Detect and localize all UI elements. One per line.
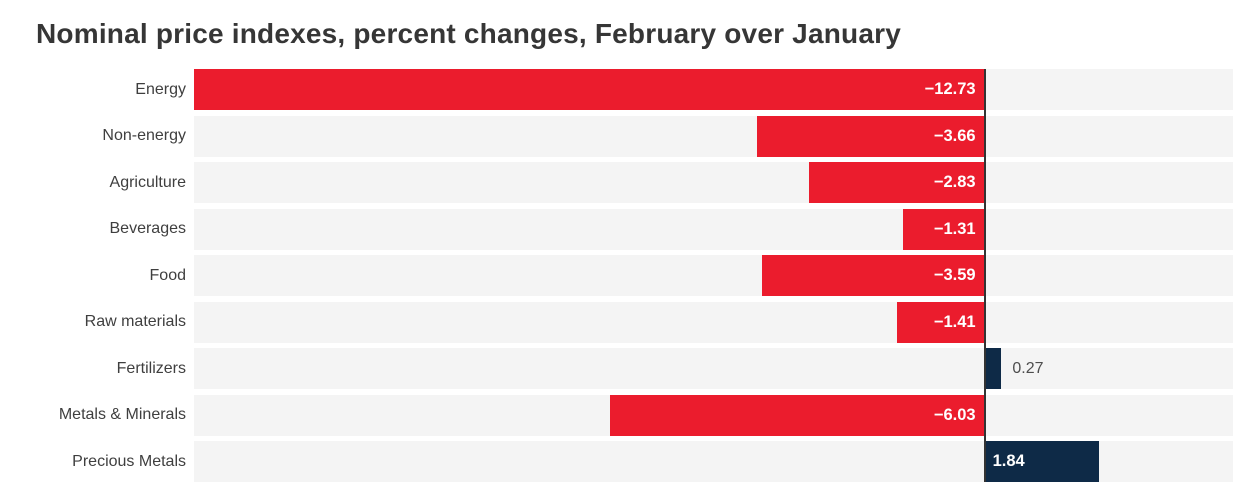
value-label: −6.03 [933, 405, 976, 424]
row-track: −2.83 [194, 162, 1233, 203]
bar-negative: −2.83 [808, 162, 985, 203]
plot-area: Energy −12.73 Non-energy −3.66 Agriculture −2… [0, 69, 1233, 482]
value-label: −12.73 [924, 80, 976, 98]
value-label: −3.66 [933, 126, 976, 145]
bar-negative: −3.66 [757, 115, 985, 157]
value-label: −1.41 [933, 312, 976, 331]
category-label: Non-energy [102, 127, 186, 144]
bar-row: Fertilizers 0.27 [0, 348, 1233, 389]
row-track: 1.84 [194, 441, 1233, 482]
bar-row: Beverages −1.31 [0, 208, 1233, 250]
category-label: Fertilizers [116, 359, 186, 377]
bar-row: Agriculture −2.83 [0, 162, 1233, 203]
bar-positive [984, 348, 1002, 389]
row-track: −6.03 [194, 394, 1233, 436]
category-label: Agriculture [109, 173, 186, 191]
row-track: −1.41 [194, 301, 1233, 343]
bar-negative: −3.59 [761, 255, 985, 296]
category-label: Food [149, 266, 186, 284]
zero-axis-line [983, 69, 986, 482]
row-track: −3.66 [194, 115, 1233, 157]
bar-positive: 1.84 [984, 441, 1099, 482]
value-label: 1.84 [992, 452, 1025, 470]
bar-negative: −1.31 [903, 208, 985, 250]
value-label: −2.83 [933, 173, 976, 191]
category-label: Metals & Minerals [58, 406, 186, 423]
chart-title: Nominal price indexes, percent changes, … [36, 18, 901, 49]
bar-row: Food −3.59 [0, 255, 1233, 296]
value-label: −1.31 [933, 219, 976, 238]
row-track: −3.59 [194, 255, 1233, 296]
category-label: Precious Metals [72, 452, 186, 470]
bar-row: Non-energy −3.66 [0, 115, 1233, 157]
row-track: −12.73 [194, 69, 1233, 110]
category-label: Raw materials [84, 313, 186, 330]
bar-row: Precious Metals 1.84 [0, 441, 1233, 482]
bar-row: Energy −12.73 [0, 69, 1233, 110]
bar-negative: −1.41 [897, 301, 985, 343]
bar-row: Metals & Minerals −6.03 [0, 394, 1233, 436]
bar-row: Raw materials −1.41 [0, 301, 1233, 343]
row-track: −1.31 [194, 208, 1233, 250]
category-label: Beverages [109, 220, 187, 237]
value-label: 0.27 [1012, 359, 1044, 377]
value-label: −3.59 [933, 266, 976, 284]
category-label: Energy [135, 80, 186, 98]
bar-negative: −6.03 [610, 394, 985, 436]
row-track: 0.27 [194, 348, 1233, 389]
bar-negative: −12.73 [194, 69, 985, 110]
